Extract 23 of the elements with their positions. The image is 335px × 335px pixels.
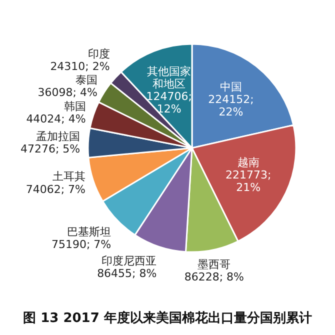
- data-label: 86455; 8%: [97, 266, 157, 280]
- data-label: 75190; 7%: [51, 238, 112, 252]
- data-label: 221773; 21%: [225, 168, 272, 194]
- slice-label: 泰国: [75, 74, 98, 87]
- slice-label: 印度尼西亚: [102, 254, 157, 268]
- slice-label: 越南: [237, 156, 260, 170]
- slice-label: 韩国: [64, 100, 86, 113]
- slice-label: 其他国家和地区: [147, 64, 192, 90]
- slice-label: 孟加拉国: [36, 130, 80, 143]
- data-label: 44024; 4%: [26, 112, 86, 126]
- slice-label: 印度: [88, 47, 110, 60]
- data-label: 74062; 7%: [26, 182, 86, 196]
- slice-label: 土耳其: [52, 170, 86, 184]
- slice-label: 巴基斯坦: [67, 226, 112, 239]
- data-label: 36098; 4%: [38, 86, 98, 100]
- data-label: 224152; 22%: [208, 93, 254, 119]
- data-label: 47276; 5%: [20, 142, 80, 156]
- text: 图 13 2017 年度以来美国棉花出口量分国别累计: [23, 310, 312, 326]
- data-label: 124706; 12%: [146, 90, 192, 116]
- data-label: 86228; 8%: [184, 270, 244, 284]
- slice-label: 中国: [220, 80, 242, 94]
- data-label: 24310; 2%: [50, 60, 110, 73]
- slice-label: 墨西哥: [198, 258, 231, 271]
